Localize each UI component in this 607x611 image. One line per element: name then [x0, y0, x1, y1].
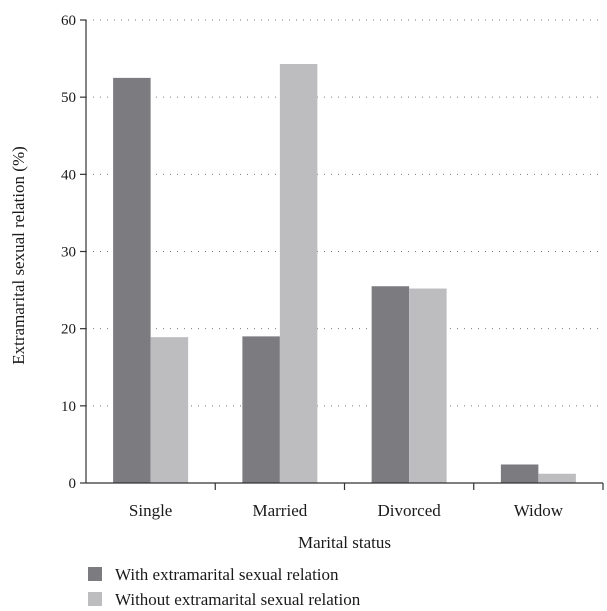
x-tick-label: Widow — [514, 501, 564, 520]
bar-married-series-1 — [242, 336, 280, 483]
legend-swatch — [88, 592, 102, 606]
y-tick-label: 0 — [69, 476, 77, 492]
y-axis-title: Extramarital sexual relation (%) — [9, 146, 28, 365]
y-tick-label: 30 — [61, 245, 76, 261]
y-tick-label: 60 — [61, 13, 76, 29]
y-ticks: 0 10 20 30 40 50 60 — [61, 13, 86, 492]
bar-widow-series-2 — [538, 474, 576, 483]
y-tick-label: 50 — [61, 90, 76, 106]
y-tick-label: 40 — [61, 167, 76, 183]
y-tick-label: 10 — [61, 399, 76, 415]
x-tick-label: Divorced — [377, 501, 441, 520]
bar-divorced-series-1 — [372, 286, 410, 483]
bar-widow-series-1 — [501, 464, 539, 483]
x-tick-label: Single — [129, 501, 172, 520]
legend-label: With extramarital sexual relation — [115, 565, 339, 584]
bar-divorced-series-2 — [409, 289, 447, 483]
bar-married-series-2 — [280, 64, 318, 483]
x-axis-title: Marital status — [298, 533, 391, 552]
legend-label: Without extramarital sexual relation — [115, 590, 361, 609]
bar-single-series-1 — [113, 78, 151, 483]
x-tick-label: Married — [252, 501, 307, 520]
y-tick-label: 20 — [61, 322, 76, 338]
bar-single-series-2 — [151, 337, 189, 483]
x-ticks: Single Married Divorced Widow — [129, 483, 603, 520]
bars — [113, 64, 576, 483]
legend-swatch — [88, 567, 102, 581]
legend: With extramarital sexual relation Without… — [88, 565, 361, 609]
